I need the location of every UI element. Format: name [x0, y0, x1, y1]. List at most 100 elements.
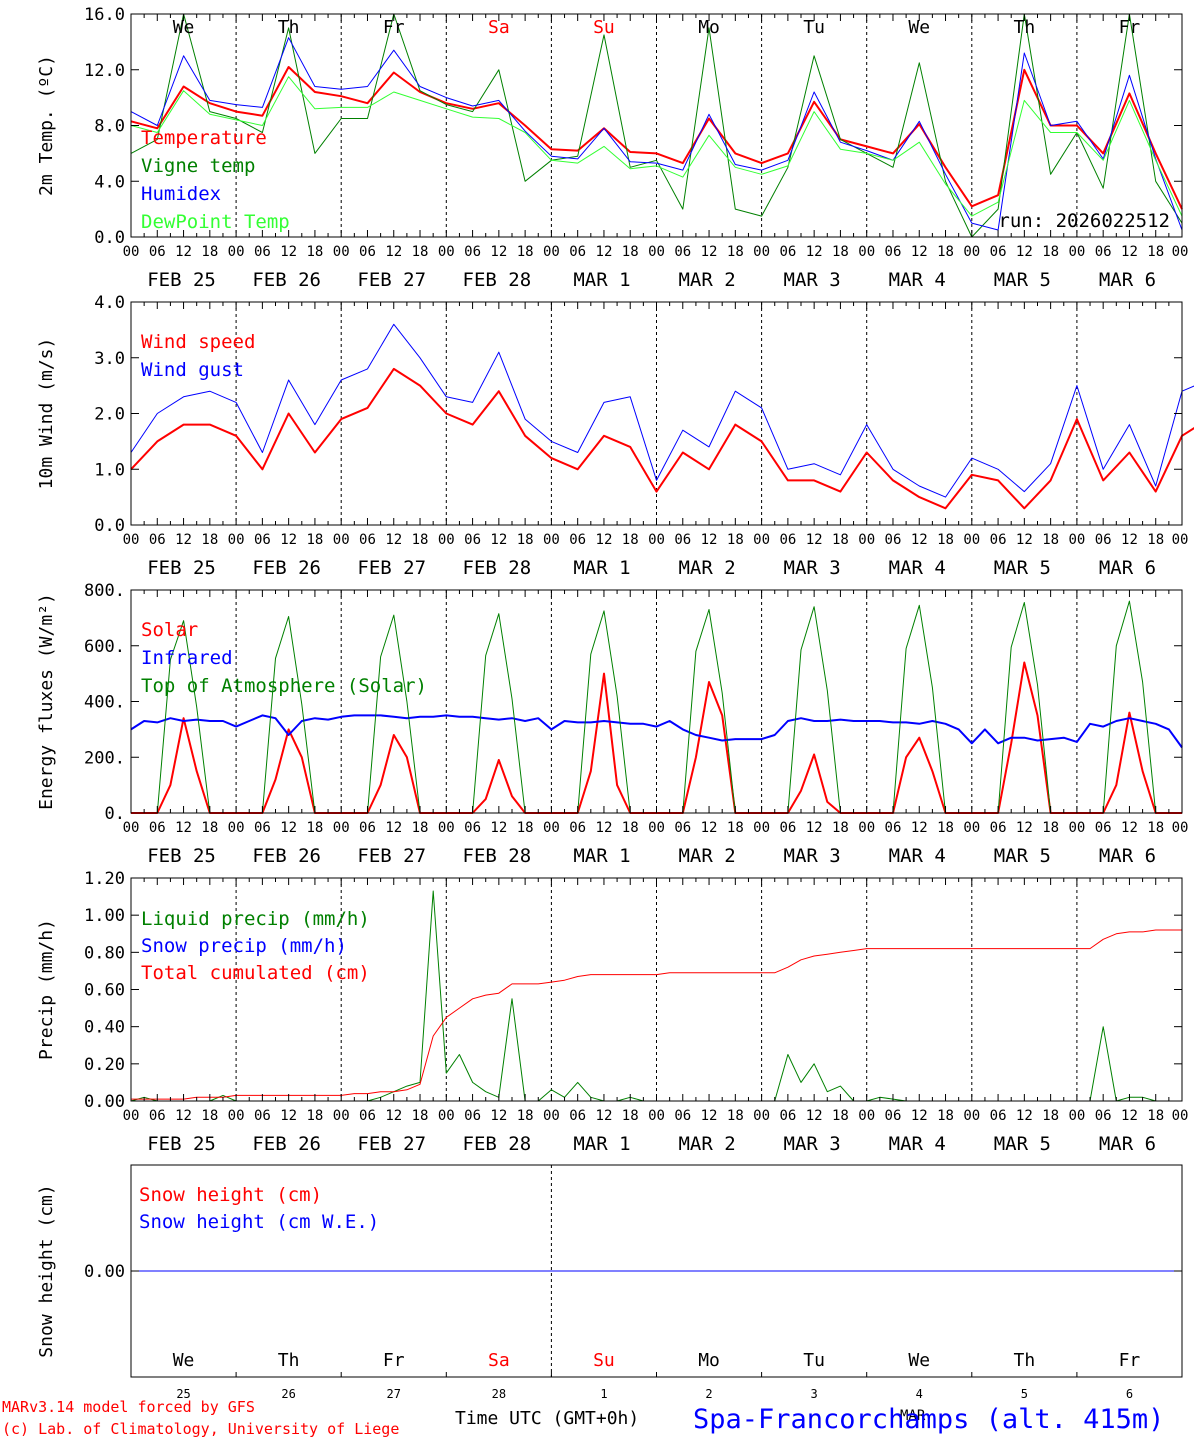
text-layer: 0.04.08.012.016.02m Temp. (ºC) Temperatur…	[36, 5, 1188, 1401]
date-label: FEB 28	[463, 269, 532, 291]
y-tick-label: 16.0	[84, 5, 125, 25]
hour-label: 00	[1068, 820, 1085, 836]
date-label: MAR 6	[1099, 269, 1156, 291]
hour-label: 06	[990, 532, 1007, 548]
date-label: FEB 26	[252, 269, 321, 291]
date-label: MAR 6	[1099, 1133, 1156, 1155]
hour-label: 12	[1016, 820, 1033, 836]
y-tick-label: 0.60	[84, 981, 125, 1001]
hour-label: 12	[596, 820, 613, 836]
hour-label: 12	[490, 244, 507, 260]
hour-label: 06	[149, 820, 166, 836]
hour-label: 12	[385, 532, 402, 548]
hour-label: 06	[254, 244, 271, 260]
hour-label: 00	[753, 532, 770, 548]
y-tick-label: 1.20	[84, 869, 125, 889]
hour-label: 12	[596, 1108, 613, 1124]
hour-label: 06	[885, 532, 902, 548]
date-label: MAR 6	[1099, 845, 1156, 867]
hour-label: 18	[622, 1108, 639, 1124]
y-tick-label: 0.40	[84, 1018, 125, 1038]
hour-label: 12	[701, 1108, 718, 1124]
y-tick-label: 0.0	[94, 228, 125, 248]
hour-label: 12	[385, 1108, 402, 1124]
hour-label: 18	[517, 244, 534, 260]
run-label: run: 2026022512	[998, 210, 1170, 232]
date-label: FEB 26	[252, 845, 321, 867]
hour-label: 12	[596, 532, 613, 548]
series-layer	[130, 13, 1194, 1272]
hour-label: 18	[622, 820, 639, 836]
panel-frame	[130, 13, 1183, 238]
hour-label: 18	[517, 532, 534, 548]
hour-label: 18	[201, 1108, 218, 1124]
time-axis-label: Time UTC (GMT+0h)	[455, 1408, 639, 1429]
legend-entry: Wind speed	[141, 331, 255, 353]
date-label: MAR 5	[994, 269, 1051, 291]
hour-label: 00	[753, 1108, 770, 1124]
hour-label: 12	[911, 1108, 928, 1124]
y-tick-label: 12.0	[84, 61, 125, 81]
y-tick-label: 400.	[84, 693, 125, 713]
day-number: 2	[705, 1387, 712, 1401]
hour-label: 06	[149, 244, 166, 260]
hour-label: 06	[885, 1108, 902, 1124]
y-tick-label: 0.80	[84, 943, 125, 963]
date-label: MAR 1	[573, 557, 630, 579]
date-label: MAR 2	[678, 269, 735, 291]
hour-label: 12	[175, 820, 192, 836]
weekday-label: Fr	[383, 17, 405, 38]
hour-label: 06	[885, 244, 902, 260]
y-tick-label: 0.00	[84, 1262, 125, 1282]
legend-entry: Snow precip (mm/h)	[141, 935, 347, 957]
hour-label: 12	[175, 244, 192, 260]
hour-label: 00	[228, 1108, 245, 1124]
hour-label: 06	[674, 1108, 691, 1124]
hour-label: 18	[937, 1108, 954, 1124]
series-line	[130, 13, 1183, 238]
hour-label: 06	[464, 244, 481, 260]
date-label: MAR 2	[678, 557, 735, 579]
day-number: 3	[811, 1387, 818, 1401]
legend-entry: Temperature	[141, 127, 267, 149]
y-tick-label: 2.0	[94, 405, 125, 425]
weekday-label: Mo	[698, 1350, 720, 1371]
hour-label: 06	[1095, 1108, 1112, 1124]
y-tick-label: 0.0	[94, 516, 125, 536]
hour-label: 00	[543, 244, 560, 260]
hour-label: 18	[727, 532, 744, 548]
weekday-label: Mo	[698, 17, 720, 38]
hour-label: 00	[1172, 532, 1189, 548]
hour-label: 06	[254, 1108, 271, 1124]
hour-label: 06	[359, 244, 376, 260]
y-tick-label: 4.0	[94, 293, 125, 313]
y-tick-label: 0.20	[84, 1055, 125, 1075]
date-label: MAR 3	[784, 845, 841, 867]
legend-entry: Total cumulated (cm)	[141, 962, 370, 984]
legend-entry: Humidex	[141, 183, 221, 205]
hour-label: 06	[359, 1108, 376, 1124]
hour-label: 18	[412, 244, 429, 260]
y-axis-label: 10m Wind (m/s)	[36, 338, 57, 490]
date-label: MAR 1	[573, 1133, 630, 1155]
hour-label: 18	[412, 1108, 429, 1124]
hour-label: 06	[254, 532, 271, 548]
hour-label: 18	[1042, 1108, 1059, 1124]
day-number: 26	[281, 1387, 295, 1401]
date-label: MAR 4	[889, 845, 946, 867]
weekday-label: Fr	[383, 1350, 405, 1371]
hour-label: 06	[885, 820, 902, 836]
hour-label: 18	[727, 1108, 744, 1124]
hour-label: 18	[1147, 532, 1164, 548]
hour-label: 00	[1068, 1108, 1085, 1124]
hour-label: 06	[569, 244, 586, 260]
hour-label: 06	[569, 532, 586, 548]
hour-label: 06	[990, 1108, 1007, 1124]
hour-label: 12	[1121, 532, 1138, 548]
hour-label: 00	[333, 820, 350, 836]
weekday-label: Fr	[1119, 17, 1141, 38]
y-axis-label: 2m Temp. (ºC)	[36, 55, 57, 196]
hour-label: 18	[1042, 532, 1059, 548]
hour-label: 00	[123, 244, 140, 260]
hour-label: 00	[123, 1108, 140, 1124]
